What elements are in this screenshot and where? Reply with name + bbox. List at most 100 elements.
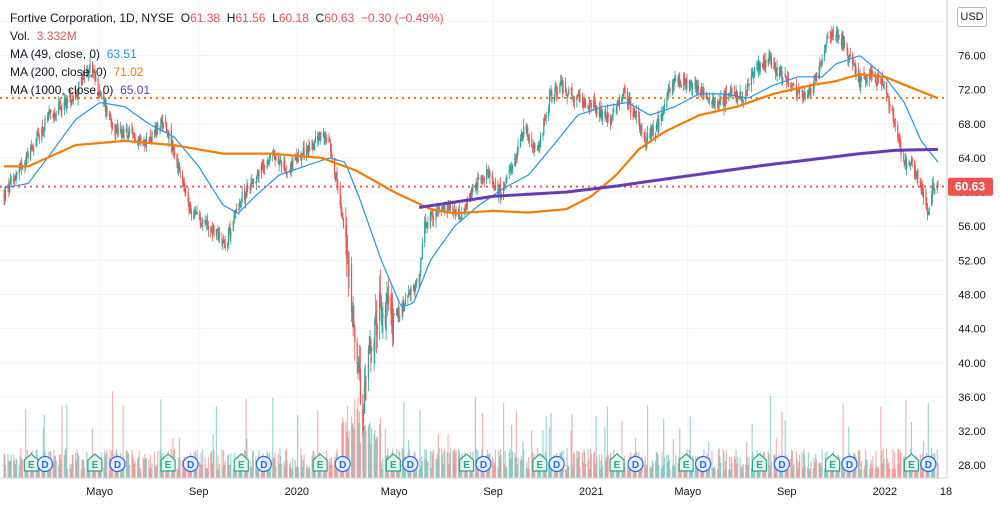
- dividend-marker[interactable]: D: [255, 455, 272, 473]
- volume-bar: [356, 408, 358, 478]
- earnings-marker[interactable]: E: [385, 453, 401, 472]
- dividend-marker[interactable]: D: [402, 455, 419, 473]
- legend-volume-row[interactable]: Vol. 3.332M: [10, 27, 444, 45]
- volume-bar: [857, 449, 859, 478]
- candle-body: [613, 110, 615, 111]
- x-tick-label: 18: [940, 486, 952, 498]
- volume-bar: [585, 463, 587, 478]
- volume-bar: [705, 465, 707, 478]
- candle-body: [560, 82, 562, 86]
- volume-bar: [351, 423, 353, 478]
- candle-body: [64, 99, 66, 102]
- legend-ma49-row[interactable]: MA (49, close, 0) 63.51: [10, 45, 444, 63]
- earnings-marker[interactable]: E: [23, 453, 39, 472]
- volume-bar: [181, 460, 184, 478]
- dividend-marker[interactable]: D: [548, 455, 565, 473]
- candle-body: [204, 220, 206, 224]
- dividend-marker[interactable]: D: [920, 455, 937, 473]
- candle-body: [701, 89, 703, 95]
- volume-bar: [823, 468, 826, 478]
- low-value: 60.18: [278, 11, 309, 25]
- earnings-marker[interactable]: E: [532, 453, 548, 472]
- candle-body: [475, 182, 477, 187]
- candle-body: [542, 133, 544, 136]
- volume-bar: [731, 462, 733, 478]
- dividend-marker[interactable]: D: [334, 455, 351, 473]
- candle-body: [534, 145, 536, 149]
- earnings-marker[interactable]: E: [903, 453, 920, 472]
- earnings-marker[interactable]: E: [87, 453, 103, 472]
- dividend-marker[interactable]: D: [109, 455, 126, 473]
- volume-bar: [177, 457, 180, 478]
- earnings-marker[interactable]: E: [160, 453, 176, 472]
- dividend-marker[interactable]: D: [182, 455, 199, 473]
- volume-bar: [460, 468, 462, 478]
- candle-body: [444, 205, 446, 212]
- candle-body: [48, 112, 50, 117]
- symbol-title[interactable]: Fortive Corporation, 1D, NYSE: [10, 11, 175, 25]
- candle-body: [188, 204, 190, 211]
- candle-body: [926, 208, 929, 215]
- volume-bar: [508, 452, 510, 478]
- candle-body: [517, 145, 519, 153]
- candle-body: [860, 77, 862, 88]
- dividend-marker[interactable]: D: [627, 455, 644, 473]
- candle-body: [136, 143, 139, 145]
- currency-button[interactable]: USD: [957, 7, 987, 27]
- dividend-icon: [36, 455, 54, 473]
- dividend-marker[interactable]: D: [841, 455, 858, 473]
- candle-body: [8, 185, 10, 191]
- x-tick-label: 2022: [873, 486, 897, 498]
- dividend-marker[interactable]: D: [36, 455, 54, 473]
- candle-body: [921, 184, 923, 191]
- legend-ma1000-row[interactable]: MA (1000, close, 0) 65.01: [10, 81, 444, 99]
- volume-bar: [156, 465, 158, 478]
- volume-bar: [566, 448, 568, 478]
- dividend-marker[interactable]: D: [694, 455, 712, 473]
- candle-body: [202, 219, 204, 224]
- legend-ma200-row[interactable]: MA (200, close, 0) 71.02: [10, 63, 444, 81]
- volume-bar: [323, 467, 325, 478]
- candle-body: [684, 81, 686, 87]
- candle-body: [628, 97, 630, 105]
- candle-body: [171, 141, 173, 146]
- volume-bar: [843, 468, 845, 478]
- volume-bar: [663, 418, 665, 478]
- candle-body: [666, 99, 668, 107]
- candle-body: [232, 221, 234, 231]
- candle-body: [21, 166, 24, 169]
- candle-body: [312, 141, 314, 147]
- volume-bar: [342, 421, 345, 478]
- x-tick-label: 2021: [579, 486, 603, 498]
- y-tick-label: 68.00: [958, 119, 986, 131]
- earnings-icon: [312, 453, 328, 472]
- candle-body: [791, 84, 793, 86]
- volume-bar: [4, 453, 6, 478]
- earnings-marker[interactable]: E: [233, 453, 249, 472]
- dividend-marker[interactable]: D: [773, 455, 791, 473]
- earnings-marker[interactable]: E: [678, 453, 694, 472]
- dividend-marker[interactable]: D: [475, 455, 492, 473]
- candle-body: [745, 91, 747, 101]
- y-tick-label: 64.00: [958, 153, 986, 165]
- time-axis[interactable]: Mayo Sep 2020 Mayo Sep 2021 Mayo Sep 2022 18: [86, 486, 952, 498]
- volume-bar: [718, 448, 720, 478]
- volume-bar: [796, 459, 798, 478]
- earnings-marker[interactable]: E: [609, 453, 625, 472]
- candle-body: [928, 208, 930, 216]
- volume-bar: [296, 466, 298, 478]
- candle-body: [519, 138, 522, 147]
- volume-bar: [786, 464, 789, 478]
- volume-bar: [83, 460, 85, 478]
- earnings-marker[interactable]: E: [312, 453, 328, 472]
- volume-bar: [341, 423, 343, 478]
- candle-body: [892, 111, 894, 115]
- candle-body: [42, 126, 44, 132]
- earnings-marker[interactable]: E: [825, 453, 841, 472]
- candle-body: [902, 157, 905, 159]
- earnings-marker[interactable]: E: [458, 453, 475, 472]
- earnings-marker[interactable]: E: [751, 453, 768, 472]
- candle-body: [112, 126, 114, 127]
